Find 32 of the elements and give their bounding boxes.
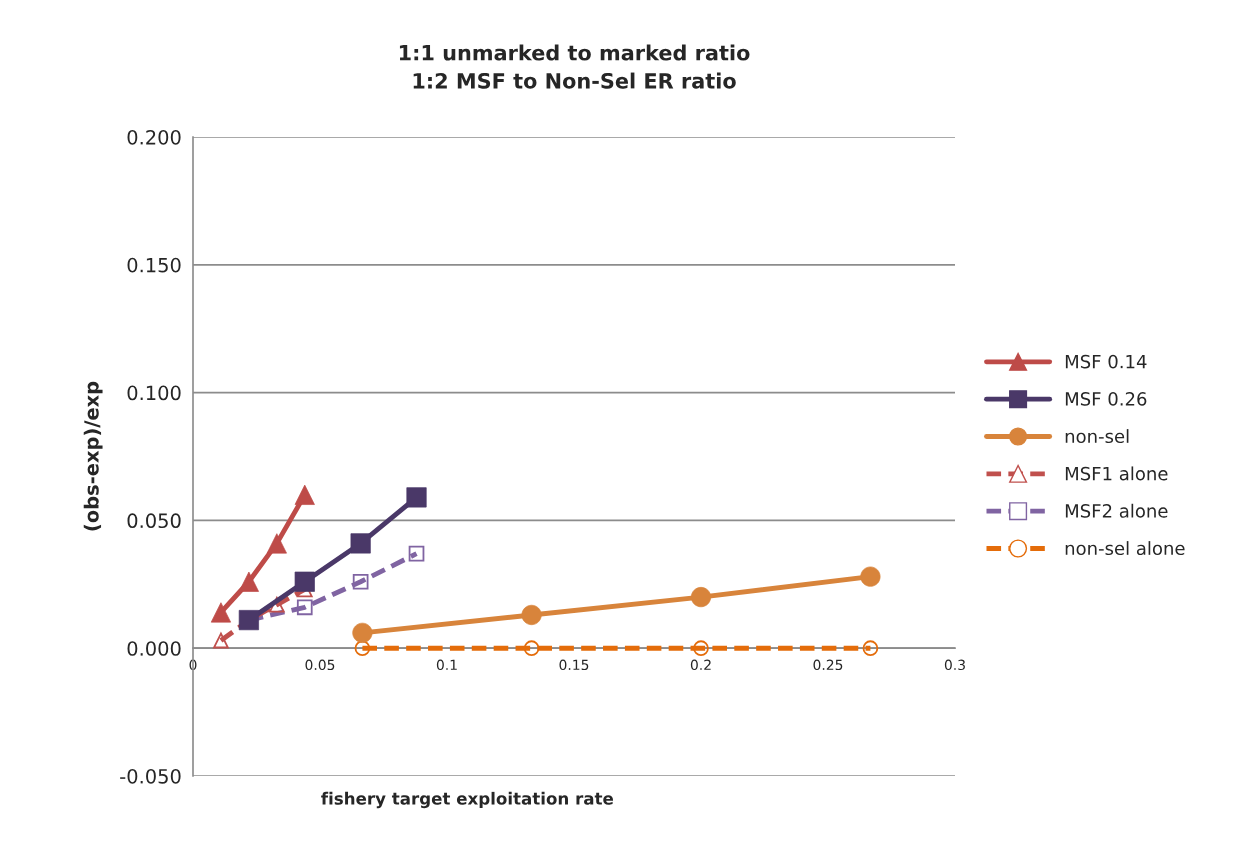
point — [294, 484, 315, 505]
x-tick-label: 0 — [189, 659, 197, 671]
x-tick-label: 0.2 — [690, 659, 711, 671]
x-tick-label: 0.1 — [436, 659, 457, 671]
x-tick-label: 0.05 — [305, 659, 335, 671]
point — [266, 533, 287, 554]
point — [213, 632, 229, 649]
point — [408, 545, 425, 562]
point — [693, 640, 709, 657]
y-tick-label: 0.000 — [127, 641, 181, 656]
legend-label: non-sel alone — [1065, 541, 1185, 556]
legend-label: MSF 0.26 — [1065, 392, 1147, 406]
y-tick-label: 0.150 — [127, 257, 181, 273]
legend-label: MSF 0.14 — [1065, 354, 1147, 369]
y-tick-label: 0.100 — [127, 385, 181, 401]
point — [862, 640, 879, 657]
x-tick-label: 0.25 — [813, 659, 843, 671]
point — [354, 640, 371, 657]
chart-title: 1:1 unmarked to marked ratio 1:2 MSF to Non-Sel ER ratio — [399, 44, 750, 89]
x-tick-label: 0.15 — [559, 659, 589, 671]
y-tick-label: 0.200 — [127, 129, 181, 145]
legend-label: MSF2 alone — [1065, 503, 1168, 518]
legend-label: non-sel — [1065, 429, 1129, 444]
x-tick-label: 0.3 — [944, 659, 965, 671]
y-axis-title: (obs-exp)/exp — [83, 381, 103, 531]
y-tick-label: 0.050 — [127, 513, 181, 529]
x-axis-title: fishery target exploitation rate — [321, 791, 614, 809]
point — [352, 573, 369, 590]
point — [296, 599, 313, 616]
legend-label: MSF1 alone — [1065, 466, 1168, 481]
point — [523, 640, 540, 657]
y-tick-label: -0.050 — [120, 768, 181, 784]
